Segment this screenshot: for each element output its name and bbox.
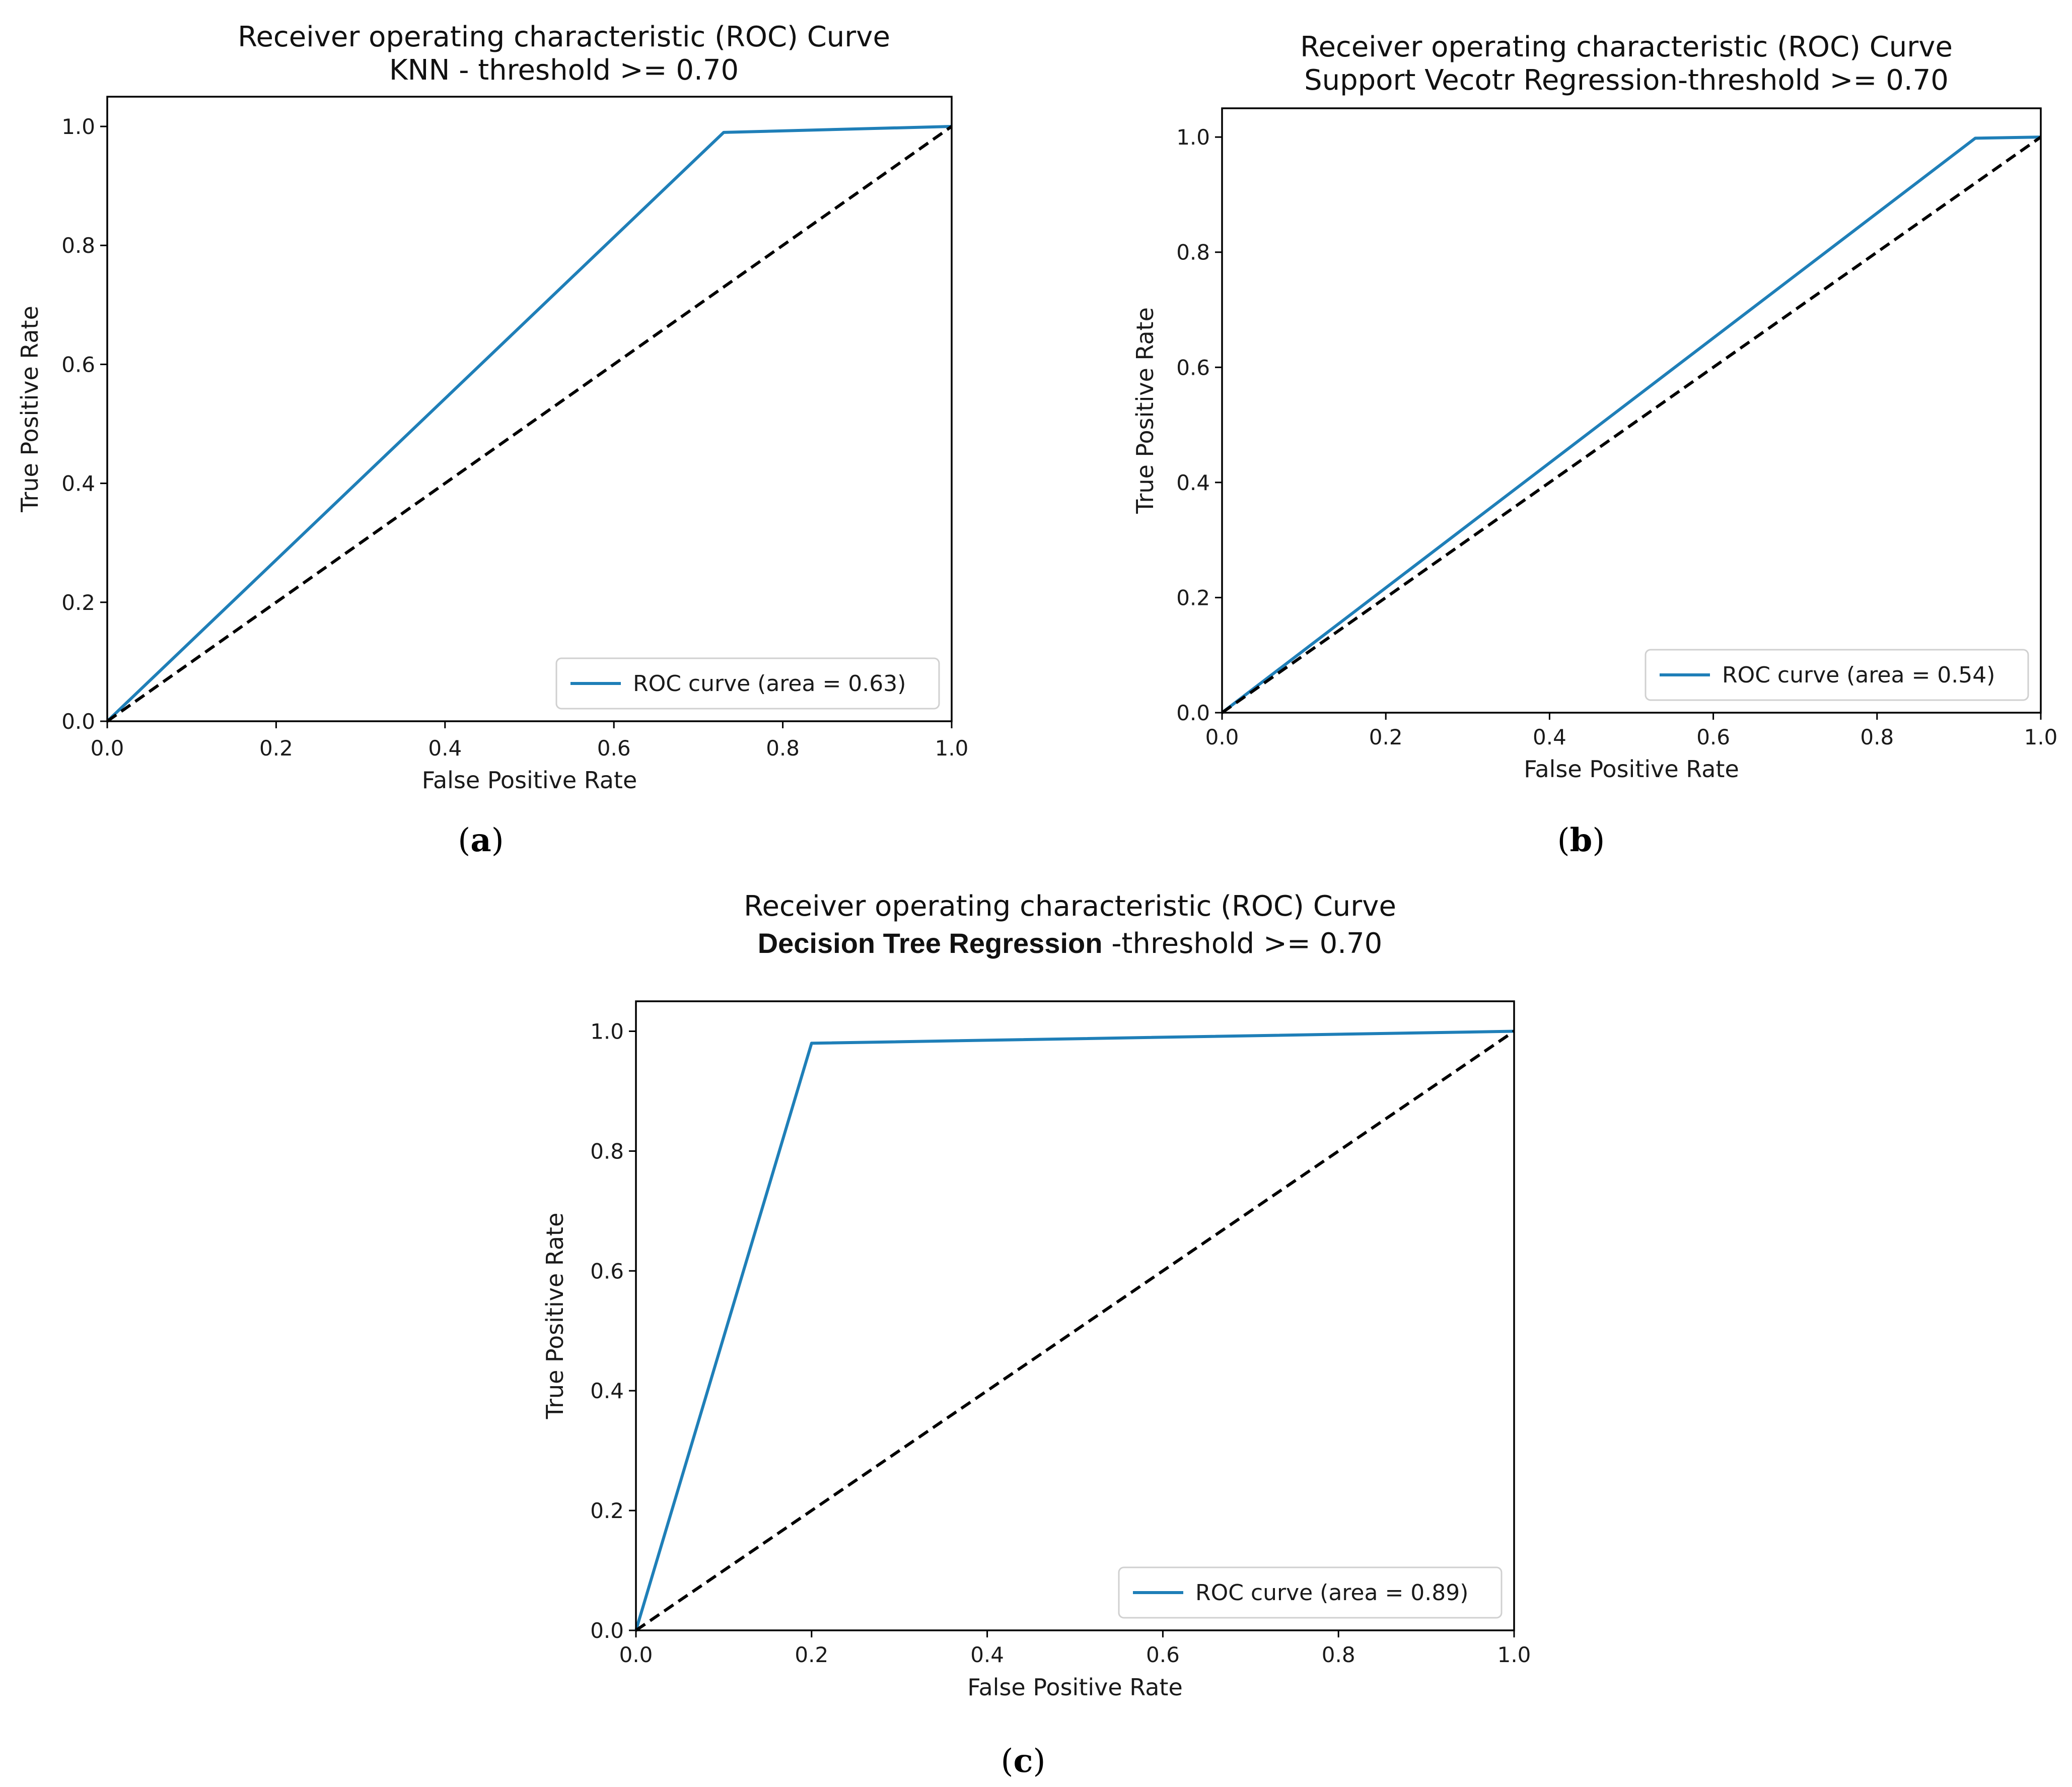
x-tick-label: 1.0	[1497, 1642, 1531, 1667]
y-tick-label: 0.6	[61, 352, 95, 377]
panel-caption-close-paren: )	[1592, 822, 1605, 859]
y-tick-label: 0.0	[61, 709, 95, 734]
x-tick-label: 0.4	[1533, 725, 1566, 749]
chart-title-line1: Receiver operating characteristic (ROC) …	[1300, 31, 1953, 63]
roc-curve-line	[106, 125, 952, 723]
legend: ROC curve (area = 0.63)	[555, 657, 940, 710]
x-axis-label: False Positive Rate	[422, 767, 637, 794]
plot-frame	[635, 1000, 1515, 1631]
y-axis-label: True Positive Rate	[1131, 307, 1159, 514]
panel-caption-letter: b	[1570, 821, 1593, 859]
x-tick-label: 0.8	[1322, 1642, 1355, 1667]
chart-title-line2: Decision Tree Regression -threshold >= 0…	[758, 927, 1383, 960]
chance-diagonal-line	[106, 125, 953, 723]
legend-box	[555, 657, 940, 710]
x-tick-label: 0.0	[619, 1642, 653, 1667]
x-tick-label: 1.0	[2024, 725, 2058, 749]
panel-caption: (a)	[458, 821, 504, 859]
chance-diagonal-line	[635, 1030, 1515, 1632]
y-tick-label: 0.4	[590, 1379, 624, 1403]
panel-caption: (c)	[1001, 1742, 1046, 1780]
legend-label: ROC curve (area = 0.54)	[1722, 662, 1995, 688]
plot-frame	[106, 96, 953, 722]
x-tick-label: 0.2	[259, 736, 293, 761]
chart-panel-a: Receiver operating characteristic (ROC) …	[16, 21, 968, 859]
plot-frame	[1221, 107, 2042, 714]
panel-caption-letter: a	[470, 821, 491, 859]
x-axis-label: False Positive Rate	[1524, 755, 1739, 783]
legend: ROC curve (area = 0.89)	[1118, 1566, 1503, 1619]
chart-title-threshold: -threshold >= 0.70	[1102, 927, 1382, 960]
x-axis-label: False Positive Rate	[967, 1674, 1183, 1701]
roc-curve-line	[1221, 135, 2041, 714]
chance-diagonal-line	[1221, 135, 2042, 714]
x-tick-label: 0.4	[428, 736, 462, 761]
y-tick-label: 0.8	[61, 233, 95, 258]
y-tick-label: 0.0	[1176, 701, 1210, 725]
y-tick-label: 1.0	[61, 114, 95, 139]
panel-caption-close-paren: )	[491, 822, 504, 859]
chart-panel-c: Receiver operating characteristic (ROC) …	[541, 890, 1531, 1780]
y-axis-label: True Positive Rate	[16, 306, 43, 513]
x-tick-label: 0.6	[1696, 725, 1730, 749]
y-tick-label: 0.6	[1176, 355, 1210, 380]
y-tick-label: 0.4	[61, 471, 95, 496]
x-tick-label: 0.0	[91, 736, 124, 761]
y-tick-label: 0.2	[590, 1498, 624, 1523]
panel-caption-open-paren: (	[1557, 822, 1570, 859]
legend-label: ROC curve (area = 0.63)	[633, 671, 906, 697]
x-tick-label: 1.0	[935, 736, 969, 761]
panel-caption-letter: c	[1014, 1742, 1033, 1780]
panel-caption-close-paren: )	[1033, 1743, 1045, 1780]
panel-caption: (b)	[1557, 821, 1605, 859]
panel-caption-open-paren: (	[458, 822, 470, 859]
y-tick-label: 0.2	[1176, 585, 1210, 610]
chart-title-model-name: Decision Tree Regression	[758, 927, 1103, 959]
x-tick-label: 0.8	[766, 736, 800, 761]
x-tick-label: 0.6	[597, 736, 631, 761]
roc-curve-line	[634, 1029, 1515, 1631]
x-tick-label: 0.6	[1146, 1642, 1180, 1667]
legend-box	[1645, 649, 2029, 701]
chart-title-line1: Receiver operating characteristic (ROC) …	[238, 21, 890, 53]
y-tick-label: 1.0	[1176, 125, 1210, 150]
x-tick-label: 0.2	[1369, 725, 1403, 749]
y-tick-label: 1.0	[590, 1019, 624, 1044]
chart-title-line2: KNN - threshold >= 0.70	[389, 54, 739, 87]
y-axis-label: True Positive Rate	[541, 1213, 568, 1420]
chart-panel-b: Receiver operating characteristic (ROC) …	[1131, 31, 2057, 859]
panel-caption-open-paren: (	[1001, 1743, 1014, 1780]
y-tick-label: 0.4	[1176, 470, 1210, 495]
y-tick-label: 0.2	[61, 590, 95, 615]
legend: ROC curve (area = 0.54)	[1645, 649, 2029, 701]
x-tick-label: 0.4	[970, 1642, 1004, 1667]
y-tick-label: 0.8	[1176, 240, 1210, 265]
x-tick-label: 0.0	[1205, 725, 1239, 749]
x-tick-label: 0.2	[795, 1642, 828, 1667]
y-tick-label: 0.6	[590, 1259, 624, 1283]
y-tick-label: 0.8	[590, 1139, 624, 1163]
x-tick-label: 0.8	[1860, 725, 1894, 749]
y-tick-label: 0.0	[590, 1618, 624, 1643]
legend-label: ROC curve (area = 0.89)	[1195, 1580, 1468, 1606]
chart-title-line2: Support Vecotr Regression-threshold >= 0…	[1304, 64, 1949, 97]
chart-title-line1: Receiver operating characteristic (ROC) …	[744, 890, 1396, 923]
legend-box	[1118, 1566, 1503, 1619]
